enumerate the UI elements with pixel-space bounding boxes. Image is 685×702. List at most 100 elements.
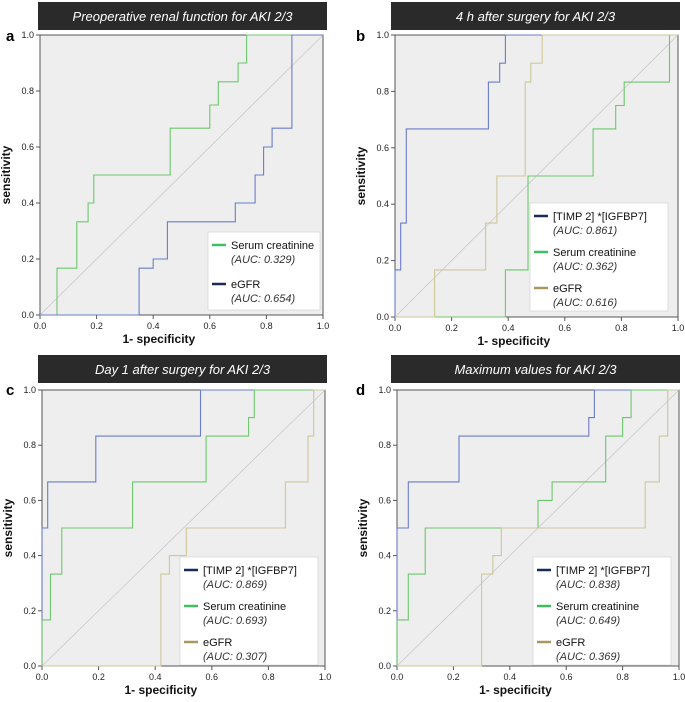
legend-auc: (AUC: 0.649) xyxy=(556,615,621,627)
legend-label: Serum creatinine xyxy=(553,247,636,259)
y-tick-label: 0.6 xyxy=(23,495,36,505)
x-tick-label: 1.0 xyxy=(319,672,332,682)
x-tick-label: 0.0 xyxy=(389,323,402,333)
y-tick-label: 0.0 xyxy=(378,661,391,671)
y-tick-label: 0.2 xyxy=(378,606,391,616)
y-tick-label: 0.4 xyxy=(23,551,36,561)
x-tick-label: 0.2 xyxy=(447,672,460,682)
series-line-2 xyxy=(395,34,678,318)
legend-auc: (AUC: 0.838) xyxy=(556,579,621,591)
series-line-3 xyxy=(42,389,325,667)
y-tick-label: 0.8 xyxy=(21,86,34,96)
legend-label: Serum creatinine xyxy=(231,240,314,252)
legend-auc: (AUC: 0.654) xyxy=(231,293,296,305)
y-tick-label: 0.4 xyxy=(21,198,34,208)
chart-c: 0.0 0.2 0.4 0.6 0.8 1.0 0.0 0.2 0.4 0.6 0.8 1.0 1- s… xyxy=(1,385,331,697)
x-tick-label: 0.4 xyxy=(147,321,160,331)
x-tick-label: 1.0 xyxy=(317,321,330,331)
y-tick-label: 0.4 xyxy=(378,551,391,561)
y-tick-label: 1.0 xyxy=(21,30,34,40)
x-axis-label: 1- specificity xyxy=(125,683,198,697)
panel-d-title: Maximum values for AKI 2/3 xyxy=(391,355,680,383)
legend-label: eGFR xyxy=(556,637,585,649)
series-line-1 xyxy=(40,34,323,316)
chart-b: 0.0 0.2 0.4 0.6 0.8 1.0 0.0 0.2 0.4 0.6 0.8 1.0 1- s… xyxy=(354,30,684,348)
x-axis-label: 1- specificity xyxy=(478,334,551,348)
chart-a: 0.0 0.2 0.4 0.6 0.8 1.0 0.0 0.2 0.4 0.6 0.8 1.0 1- s… xyxy=(0,30,329,346)
x-tick-label: 0.4 xyxy=(502,323,515,333)
legend-label: eGFR xyxy=(203,637,232,649)
x-tick-label: 0.6 xyxy=(204,321,217,331)
y-tick-label: 0.6 xyxy=(21,142,34,152)
x-tick-label: 0.6 xyxy=(560,672,573,682)
x-tick-label: 0.0 xyxy=(34,321,47,331)
series-line-2 xyxy=(396,389,679,666)
x-tick-label: 0.0 xyxy=(36,672,49,682)
reference-diagonal xyxy=(41,389,326,667)
legend-auc: (AUC: 0.362) xyxy=(553,261,618,273)
x-tick-label: 0.8 xyxy=(616,672,629,682)
x-tick-label: 0.6 xyxy=(559,323,572,333)
legend-box xyxy=(207,231,321,311)
y-tick-label: 0.2 xyxy=(376,256,389,266)
y-tick-label: 0.0 xyxy=(21,310,34,320)
y-tick-label: 0.0 xyxy=(23,661,36,671)
y-axis-label: sensitivity xyxy=(354,146,368,205)
legend-auc: (AUC: 0.693) xyxy=(203,615,268,627)
legend-label: eGFR xyxy=(553,283,582,295)
x-tick-label: 0.6 xyxy=(206,672,219,682)
legend-auc: (AUC: 0.616) xyxy=(553,297,618,309)
y-tick-label: 0.0 xyxy=(376,312,389,322)
x-tick-label: 0.2 xyxy=(92,672,105,682)
legend-box xyxy=(529,202,669,312)
x-axis-label: 1- specificity xyxy=(479,683,552,697)
x-tick-label: 1.0 xyxy=(673,672,685,682)
legend-label: Serum creatinine xyxy=(203,601,286,613)
y-tick-label: 0.2 xyxy=(23,606,36,616)
y-axis-label: sensitivity xyxy=(1,498,15,557)
legend-auc: (AUC: 0.861) xyxy=(553,225,618,237)
y-tick-label: 0.8 xyxy=(376,86,389,96)
x-tick-label: 0.2 xyxy=(90,321,103,331)
legend-label: [TIMP 2] *[IGFBP7] xyxy=(553,211,647,223)
legend-label: eGFR xyxy=(231,279,260,291)
legend-auc: (AUC: 0.329) xyxy=(231,254,296,266)
panel-b-title: 4 h after surgery for AKI 2/3 xyxy=(391,2,680,30)
y-tick-label: 0.6 xyxy=(376,143,389,153)
chart-d: 0.0 0.2 0.4 0.6 0.8 1.0 0.0 0.2 0.4 0.6 0.8 1.0 1- s… xyxy=(356,385,685,697)
y-axis-label: sensitivity xyxy=(0,145,13,204)
series-line-1 xyxy=(41,389,325,666)
y-tick-label: 0.8 xyxy=(378,440,391,450)
y-axis-label: sensitivity xyxy=(356,498,370,557)
y-tick-label: 0.2 xyxy=(21,254,34,264)
legend-auc: (AUC: 0.369) xyxy=(556,651,621,663)
legend-box xyxy=(532,556,672,666)
series-line-2 xyxy=(41,389,325,666)
y-tick-label: 0.6 xyxy=(378,495,391,505)
x-tick-label: 1.0 xyxy=(672,323,685,333)
panel-c-title: Day 1 after surgery for AKI 2/3 xyxy=(38,355,327,383)
x-axis-label: 1- specificity xyxy=(123,332,196,346)
x-tick-label: 0.2 xyxy=(445,323,458,333)
panel-d-letter: d xyxy=(356,382,366,399)
legend-label: [TIMP 2] *[IGFBP7] xyxy=(556,565,650,577)
panel-c-letter: c xyxy=(6,382,15,399)
legend-auc: (AUC: 0.307) xyxy=(203,651,268,663)
x-tick-label: 0.8 xyxy=(615,323,628,333)
series-line-3 xyxy=(395,34,678,318)
legend-label: [TIMP 2] *[IGFBP7] xyxy=(203,565,297,577)
y-tick-label: 1.0 xyxy=(23,385,36,395)
reference-diagonal xyxy=(39,34,324,316)
legend-auc: (AUC: 0.869) xyxy=(203,579,268,591)
x-tick-label: 0.4 xyxy=(504,672,517,682)
x-tick-label: 0.0 xyxy=(391,672,404,682)
series-line-1 xyxy=(394,34,678,317)
y-tick-label: 0.8 xyxy=(23,440,36,450)
legend-box xyxy=(179,556,319,666)
x-tick-label: 0.8 xyxy=(260,321,273,331)
x-tick-label: 0.4 xyxy=(149,672,162,682)
y-tick-label: 1.0 xyxy=(376,30,389,40)
series-line-3 xyxy=(397,389,679,667)
panel-b-letter: b xyxy=(356,28,366,45)
